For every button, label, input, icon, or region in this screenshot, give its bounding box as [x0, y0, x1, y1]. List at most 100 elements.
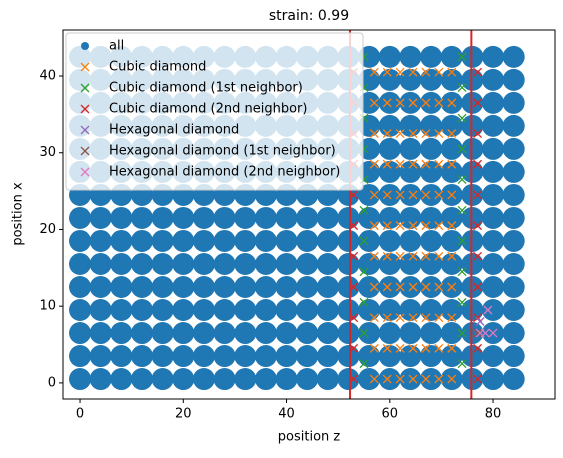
point — [296, 345, 319, 368]
point — [421, 98, 431, 108]
point — [69, 299, 92, 322]
point — [434, 343, 444, 353]
point — [420, 91, 443, 114]
legend-marker — [80, 62, 90, 72]
point — [434, 129, 444, 139]
point — [440, 229, 463, 252]
point — [337, 275, 360, 298]
point — [378, 322, 401, 345]
point — [382, 343, 392, 353]
legend-marker — [80, 146, 90, 156]
point — [378, 229, 401, 252]
point — [378, 368, 401, 391]
point — [316, 275, 339, 298]
point — [254, 299, 277, 322]
point — [447, 67, 457, 77]
point — [461, 322, 484, 345]
point — [447, 313, 457, 323]
point — [399, 68, 422, 91]
point — [358, 137, 381, 160]
point — [151, 322, 174, 345]
point — [395, 251, 405, 261]
point — [110, 275, 133, 298]
x-tick-label: 60 — [382, 407, 399, 422]
point — [457, 144, 467, 154]
point — [395, 374, 405, 384]
point — [421, 159, 431, 169]
point — [110, 299, 133, 322]
point — [440, 137, 463, 160]
point — [399, 252, 422, 275]
point — [440, 252, 463, 275]
point — [382, 129, 392, 139]
point — [408, 190, 418, 200]
point — [378, 299, 401, 322]
point — [316, 252, 339, 275]
point — [461, 252, 484, 275]
point — [369, 129, 379, 139]
point — [457, 113, 467, 123]
x-tick-label: 80 — [485, 407, 502, 422]
point — [399, 368, 422, 391]
point — [337, 368, 360, 391]
point — [399, 114, 422, 137]
point — [473, 313, 483, 323]
point — [420, 275, 443, 298]
point — [382, 67, 392, 77]
point — [482, 368, 505, 391]
point — [461, 345, 484, 368]
point — [461, 45, 484, 68]
point — [89, 299, 112, 322]
point — [399, 137, 422, 160]
point — [359, 359, 369, 369]
point — [447, 343, 457, 353]
point — [369, 251, 379, 261]
point — [395, 282, 405, 292]
point — [473, 251, 483, 261]
point — [461, 114, 484, 137]
point — [434, 159, 444, 169]
point — [358, 252, 381, 275]
legend-label: Cubic diamond — [109, 60, 206, 75]
point — [421, 190, 431, 200]
point — [234, 299, 257, 322]
y-tick-label: 40 — [39, 69, 56, 84]
point — [440, 299, 463, 322]
chart-title: strain: 0.99 — [269, 8, 349, 24]
point — [234, 345, 257, 368]
point — [110, 345, 133, 368]
point — [482, 91, 505, 114]
point — [358, 345, 381, 368]
point — [473, 129, 483, 139]
point — [408, 313, 418, 323]
legend-label: Hexagonal diamond (1st neighbor) — [109, 144, 336, 159]
point — [89, 252, 112, 275]
legend-label: Hexagonal diamond (2nd neighbor) — [109, 165, 340, 180]
point — [434, 251, 444, 261]
point — [399, 322, 422, 345]
x-axis-label: position z — [278, 430, 341, 445]
point — [473, 190, 483, 200]
point — [296, 206, 319, 229]
point — [369, 67, 379, 77]
point — [399, 183, 422, 206]
point — [234, 368, 257, 391]
point — [234, 229, 257, 252]
point — [378, 45, 401, 68]
point — [395, 190, 405, 200]
point — [316, 345, 339, 368]
point — [447, 129, 457, 139]
point — [316, 229, 339, 252]
point — [110, 252, 133, 275]
point — [502, 299, 525, 322]
point — [358, 206, 381, 229]
point — [457, 236, 467, 246]
point — [378, 206, 401, 229]
point — [502, 160, 525, 183]
point — [502, 229, 525, 252]
point — [89, 229, 112, 252]
y-tick-label: 10 — [39, 299, 56, 314]
point — [440, 345, 463, 368]
point — [399, 229, 422, 252]
point — [254, 206, 277, 229]
